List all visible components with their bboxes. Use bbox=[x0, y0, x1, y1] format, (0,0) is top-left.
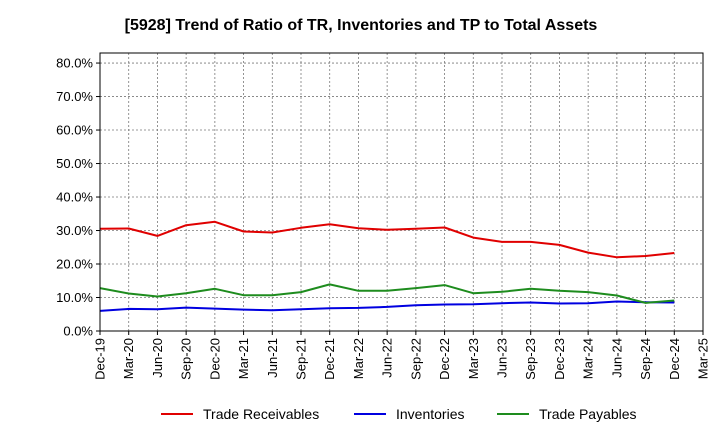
x-tick-label: Sep-21 bbox=[294, 338, 309, 380]
chart-title: [5928] Trend of Ratio of TR, Inventories… bbox=[125, 17, 598, 34]
y-axis: 0.0% 10.0% 20.0% 30.0% 40.0% 50.0% 60.0% 70.0% 8… bbox=[56, 56, 100, 339]
x-tick-label: Jun-21 bbox=[265, 338, 280, 378]
x-tick-label: Jun-24 bbox=[609, 338, 624, 378]
x-tick-label: Sep-23 bbox=[523, 338, 538, 380]
y-tick-label: 20.0% bbox=[56, 257, 93, 272]
grid bbox=[100, 53, 703, 331]
x-tick-label: Dec-23 bbox=[552, 338, 567, 380]
x-tick-label: Mar-20 bbox=[121, 338, 136, 379]
x-tick-label: Mar-25 bbox=[696, 338, 711, 379]
x-tick-label: Mar-23 bbox=[466, 338, 481, 379]
y-tick-label: 10.0% bbox=[56, 290, 93, 305]
x-tick-label: Mar-21 bbox=[236, 338, 251, 379]
y-tick-label: 60.0% bbox=[56, 123, 93, 138]
x-tick-label: Dec-22 bbox=[437, 338, 452, 380]
legend: Trade Receivables Inventories Trade Payabl… bbox=[161, 406, 637, 422]
x-tick-label: Jun-23 bbox=[495, 338, 510, 378]
series-line-inventories bbox=[99, 300, 675, 312]
series-lines bbox=[99, 220, 675, 312]
legend-label-trade-receivables: Trade Receivables bbox=[203, 406, 319, 422]
x-tick-label: Dec-24 bbox=[667, 338, 682, 380]
legend-label-trade-payables: Trade Payables bbox=[539, 406, 637, 422]
x-tick-label: Dec-20 bbox=[207, 338, 222, 380]
y-tick-label: 70.0% bbox=[56, 89, 93, 104]
x-tick-label: Dec-21 bbox=[322, 338, 337, 380]
x-tick-label: Jun-22 bbox=[380, 338, 395, 378]
y-tick-label: 50.0% bbox=[56, 156, 93, 171]
x-tick-label: Sep-20 bbox=[179, 338, 194, 380]
plot-frame bbox=[99, 52, 704, 332]
y-tick-label: 40.0% bbox=[56, 190, 93, 205]
y-tick-label: 80.0% bbox=[56, 56, 93, 71]
y-tick-label: 30.0% bbox=[56, 223, 93, 238]
x-tick-label: Jun-20 bbox=[150, 338, 165, 378]
legend-label-inventories: Inventories bbox=[396, 406, 464, 422]
y-tick-label: 0.0% bbox=[63, 324, 93, 339]
x-tick-label: Mar-22 bbox=[351, 338, 366, 379]
x-tick-label: Sep-22 bbox=[408, 338, 423, 380]
x-tick-label: Sep-24 bbox=[638, 338, 653, 380]
x-axis: Dec-19 Mar-20 Jun-20 Sep-20 Dec-20 Mar-21 Jun-… bbox=[93, 331, 711, 380]
x-tick-label: Dec-19 bbox=[93, 338, 108, 380]
series-line-trade-receivables bbox=[99, 220, 675, 259]
x-tick-label: Mar-24 bbox=[581, 338, 596, 379]
series-line-trade-payables bbox=[99, 283, 675, 304]
